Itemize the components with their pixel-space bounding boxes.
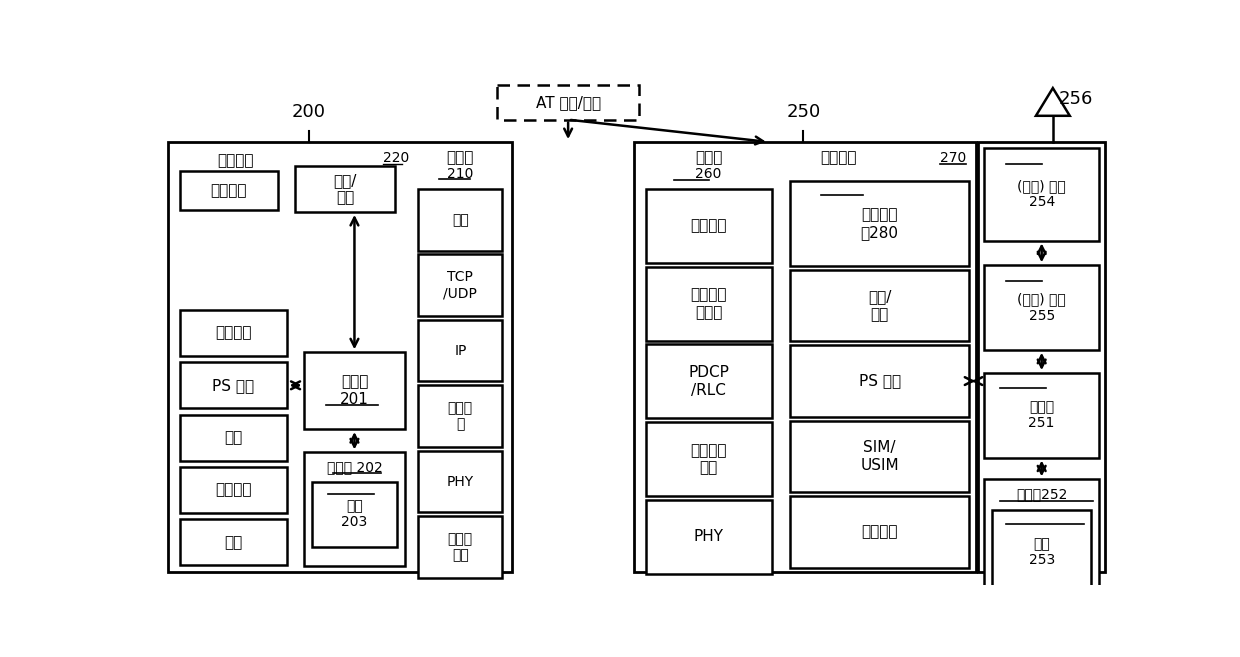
Text: 200: 200 [293, 103, 326, 121]
Bar [985, 148, 1099, 240]
Bar [418, 516, 502, 578]
Text: 存储器 202: 存储器 202 [326, 461, 382, 475]
Text: PHY: PHY [446, 474, 474, 489]
Text: 切换: 切换 [224, 430, 242, 445]
Text: 250: 250 [786, 103, 821, 121]
Bar [180, 362, 286, 409]
Bar [646, 189, 771, 263]
Text: 存储器252: 存储器252 [1016, 487, 1068, 502]
Text: AT 命令/响应: AT 命令/响应 [536, 95, 600, 110]
Text: 媒体接入
控制: 媒体接入 控制 [691, 443, 727, 476]
Bar [634, 142, 976, 572]
Text: PS 数据: PS 数据 [212, 378, 254, 393]
Bar [646, 422, 771, 496]
Bar [646, 344, 771, 419]
Text: 数据链
路: 数据链 路 [448, 401, 472, 431]
Bar [497, 85, 640, 120]
Text: IP: IP [454, 344, 466, 357]
Text: 协议栈: 协议栈 [694, 150, 723, 166]
Text: 无线电资
源控制: 无线电资 源控制 [691, 288, 727, 320]
Bar [790, 420, 968, 492]
Text: (双口) 基带
255: (双口) 基带 255 [1017, 292, 1066, 323]
Bar [418, 189, 502, 250]
Text: 协议栈: 协议栈 [446, 150, 474, 166]
Text: 配置/
控制: 配置/ 控制 [334, 173, 357, 205]
Text: (双口) 射频
254: (双口) 射频 254 [1017, 179, 1066, 210]
Text: 配置/
控制: 配置/ 控制 [868, 289, 892, 322]
Bar [790, 181, 968, 266]
Bar [790, 270, 968, 342]
Text: 电话: 电话 [224, 535, 242, 550]
Bar [174, 302, 293, 568]
Bar [295, 166, 396, 212]
Text: 270: 270 [940, 151, 967, 165]
Text: 256: 256 [1059, 90, 1094, 108]
Bar [418, 451, 502, 512]
Bar [180, 467, 286, 513]
Text: 系统模块: 系统模块 [820, 150, 857, 166]
Text: TCP
/UDP: TCP /UDP [444, 270, 477, 300]
Bar [169, 142, 512, 572]
Bar [304, 352, 404, 429]
Bar [784, 147, 975, 572]
Bar [790, 496, 968, 568]
Bar [646, 267, 771, 340]
Text: PHY: PHY [693, 530, 724, 545]
Text: 处理器
201: 处理器 201 [340, 374, 368, 407]
Bar [412, 147, 508, 572]
Text: 处理器
251: 处理器 251 [1028, 400, 1055, 430]
Bar [180, 171, 278, 210]
Text: 程序
203: 程序 203 [341, 499, 367, 530]
Bar [992, 510, 1091, 595]
Text: PS 数据: PS 数据 [858, 374, 900, 388]
Bar [646, 500, 771, 574]
Bar [304, 452, 404, 566]
Bar [180, 310, 286, 356]
Text: 220: 220 [383, 151, 409, 165]
Bar [418, 320, 502, 382]
Text: 终端适配
器280: 终端适配 器280 [861, 208, 899, 240]
Bar [180, 519, 286, 566]
Bar [985, 479, 1099, 629]
Bar [174, 147, 405, 297]
Text: 用户接口: 用户接口 [211, 183, 247, 198]
Text: 连接处理: 连接处理 [215, 325, 252, 340]
Text: SIM/
USIM: SIM/ USIM [861, 440, 899, 473]
Text: 非接入层: 非接入层 [691, 218, 727, 233]
Text: 程序
253: 程序 253 [1028, 537, 1055, 568]
Text: 系统模块: 系统模块 [217, 153, 253, 168]
Bar [640, 147, 777, 572]
Text: 应用: 应用 [451, 213, 469, 227]
Bar [418, 385, 502, 447]
Bar [790, 346, 968, 417]
Text: 管理对象: 管理对象 [862, 524, 898, 539]
Bar [180, 415, 286, 461]
Bar [978, 142, 1105, 572]
Bar [312, 482, 397, 547]
Bar [985, 265, 1099, 350]
Text: PDCP
/RLC: PDCP /RLC [688, 365, 729, 397]
Bar [985, 373, 1099, 458]
Text: 无线电
接口: 无线电 接口 [448, 532, 472, 562]
Text: 210: 210 [448, 167, 474, 181]
Text: 260: 260 [696, 167, 722, 181]
Text: 小区重选: 小区重选 [215, 482, 252, 497]
Bar [418, 254, 502, 316]
